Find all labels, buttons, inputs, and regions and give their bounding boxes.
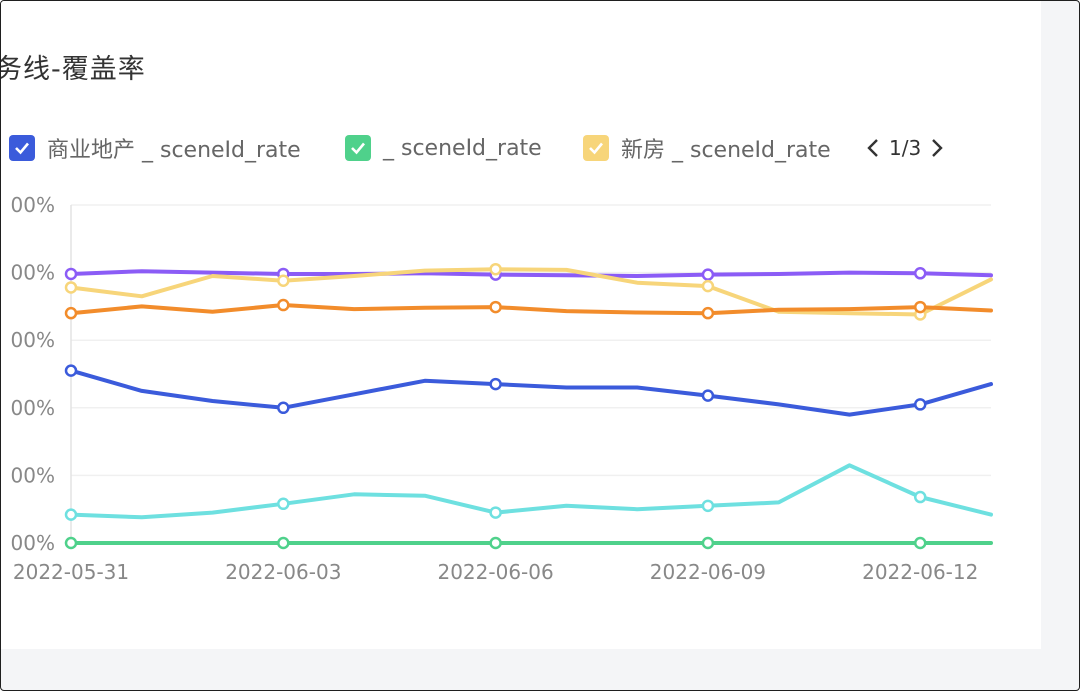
checkbox-icon[interactable]: [9, 135, 35, 161]
data-point[interactable]: [701, 306, 715, 320]
data-point[interactable]: [701, 268, 715, 281]
series-1: [64, 262, 993, 321]
y-tick-label: 00%: [11, 193, 55, 217]
x-tick-label: 2022-05-31: [13, 560, 129, 584]
data-point[interactable]: [277, 298, 290, 312]
legend-page-indicator: 1/3: [889, 136, 922, 160]
series-line[interactable]: [69, 463, 993, 520]
data-point[interactable]: [489, 300, 502, 314]
y-tick-label: 00%: [11, 261, 55, 285]
x-tick-label: 2022-06-09: [650, 560, 766, 584]
series-line[interactable]: [69, 267, 993, 317]
legend-item-new-house[interactable]: 新房 _ sceneId_rate: [583, 129, 831, 167]
series-line[interactable]: [69, 269, 993, 278]
series-2: [64, 298, 993, 320]
y-tick-label: 00%: [11, 328, 55, 352]
data-point[interactable]: [64, 364, 78, 377]
data-point[interactable]: [489, 536, 502, 550]
legend-label: 商业地产 _ sceneId_rate: [47, 138, 301, 163]
legend-pager: 1/3: [859, 129, 951, 167]
data-point[interactable]: [489, 506, 502, 519]
data-point[interactable]: [913, 536, 927, 550]
legend-item-unnamed[interactable]: _ sceneId_rate: [345, 129, 542, 167]
data-point[interactable]: [64, 281, 78, 294]
data-point[interactable]: [277, 274, 290, 287]
series-4: [64, 463, 993, 521]
data-point[interactable]: [701, 279, 715, 293]
legend: 商业地产 _ sceneId_rate _ sceneId_rate 新房 _ …: [1, 129, 1041, 167]
data-point[interactable]: [913, 490, 927, 504]
data-point[interactable]: [64, 306, 78, 320]
data-point[interactable]: [277, 401, 290, 415]
x-tick-label: 2022-06-12: [862, 560, 978, 584]
data-point[interactable]: [913, 267, 927, 280]
data-point[interactable]: [489, 262, 502, 276]
x-tick-label: 2022-06-06: [437, 560, 553, 584]
legend-item-commercial[interactable]: 商业地产 _ sceneId_rate: [9, 129, 301, 167]
checkbox-icon[interactable]: [583, 135, 609, 161]
series-line[interactable]: [69, 368, 993, 417]
data-point[interactable]: [913, 398, 927, 411]
y-tick-label: 00%: [11, 531, 55, 555]
checkbox-icon[interactable]: [345, 135, 371, 161]
chart-card: 务线-覆盖率 商业地产 _ sceneId_rate _ sceneId_rat…: [1, 1, 1041, 649]
data-point[interactable]: [64, 536, 78, 550]
data-point[interactable]: [701, 389, 715, 402]
series-3: [64, 364, 993, 417]
y-tick-label: 00%: [11, 463, 55, 487]
data-point[interactable]: [64, 267, 78, 281]
series-5: [64, 536, 993, 550]
line-chart: 00% 00% 00% 00% 00% 00% 2022-05-31 2022-06-03 2…: [11, 193, 993, 584]
chevron-left-icon[interactable]: [859, 129, 887, 167]
data-point[interactable]: [701, 536, 715, 550]
chevron-right-icon[interactable]: [923, 129, 951, 167]
data-point[interactable]: [489, 377, 502, 391]
chart-title: 务线-覆盖率: [0, 54, 146, 85]
y-tick-label: 00%: [11, 396, 55, 420]
data-point[interactable]: [913, 300, 927, 314]
data-point[interactable]: [277, 497, 290, 511]
legend-label: 新房 _ sceneId_rate: [621, 138, 831, 163]
data-point[interactable]: [701, 499, 715, 513]
x-tick-label: 2022-06-03: [225, 560, 341, 584]
legend-label: _ sceneId_rate: [383, 135, 542, 161]
data-point[interactable]: [64, 508, 78, 521]
data-point[interactable]: [277, 536, 290, 550]
series-line[interactable]: [69, 303, 993, 316]
